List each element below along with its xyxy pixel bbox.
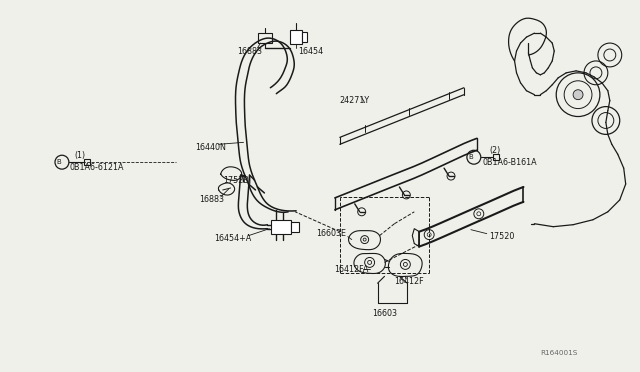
Text: R164001S: R164001S — [541, 350, 578, 356]
Text: B: B — [468, 154, 473, 160]
Bar — [271, 220, 291, 234]
Circle shape — [573, 90, 583, 100]
Bar — [291, 222, 299, 232]
Text: B: B — [56, 159, 61, 165]
Bar — [84, 159, 90, 165]
Text: 16603: 16603 — [372, 308, 397, 318]
Text: 16412F: 16412F — [394, 277, 424, 286]
Text: (1): (1) — [75, 151, 86, 160]
Text: 16603E: 16603E — [316, 229, 346, 238]
Text: 17520: 17520 — [489, 232, 514, 241]
Bar — [493, 154, 499, 160]
Text: 0B1A6-B161A: 0B1A6-B161A — [483, 158, 538, 167]
Text: (2): (2) — [490, 146, 501, 155]
Text: 0B1A6-6121A: 0B1A6-6121A — [70, 163, 124, 171]
Bar — [302, 32, 307, 42]
Bar — [259, 33, 273, 43]
Text: 16440N: 16440N — [195, 143, 226, 152]
Text: 16454: 16454 — [298, 46, 323, 55]
Text: 16412FA: 16412FA — [334, 265, 368, 274]
Text: 16883: 16883 — [237, 46, 262, 55]
Bar — [290, 30, 302, 44]
Text: 16454+A: 16454+A — [214, 234, 251, 243]
Text: 24271Y: 24271Y — [340, 96, 370, 105]
Text: 16883: 16883 — [199, 195, 224, 204]
Text: 1752BJ: 1752BJ — [223, 176, 251, 185]
